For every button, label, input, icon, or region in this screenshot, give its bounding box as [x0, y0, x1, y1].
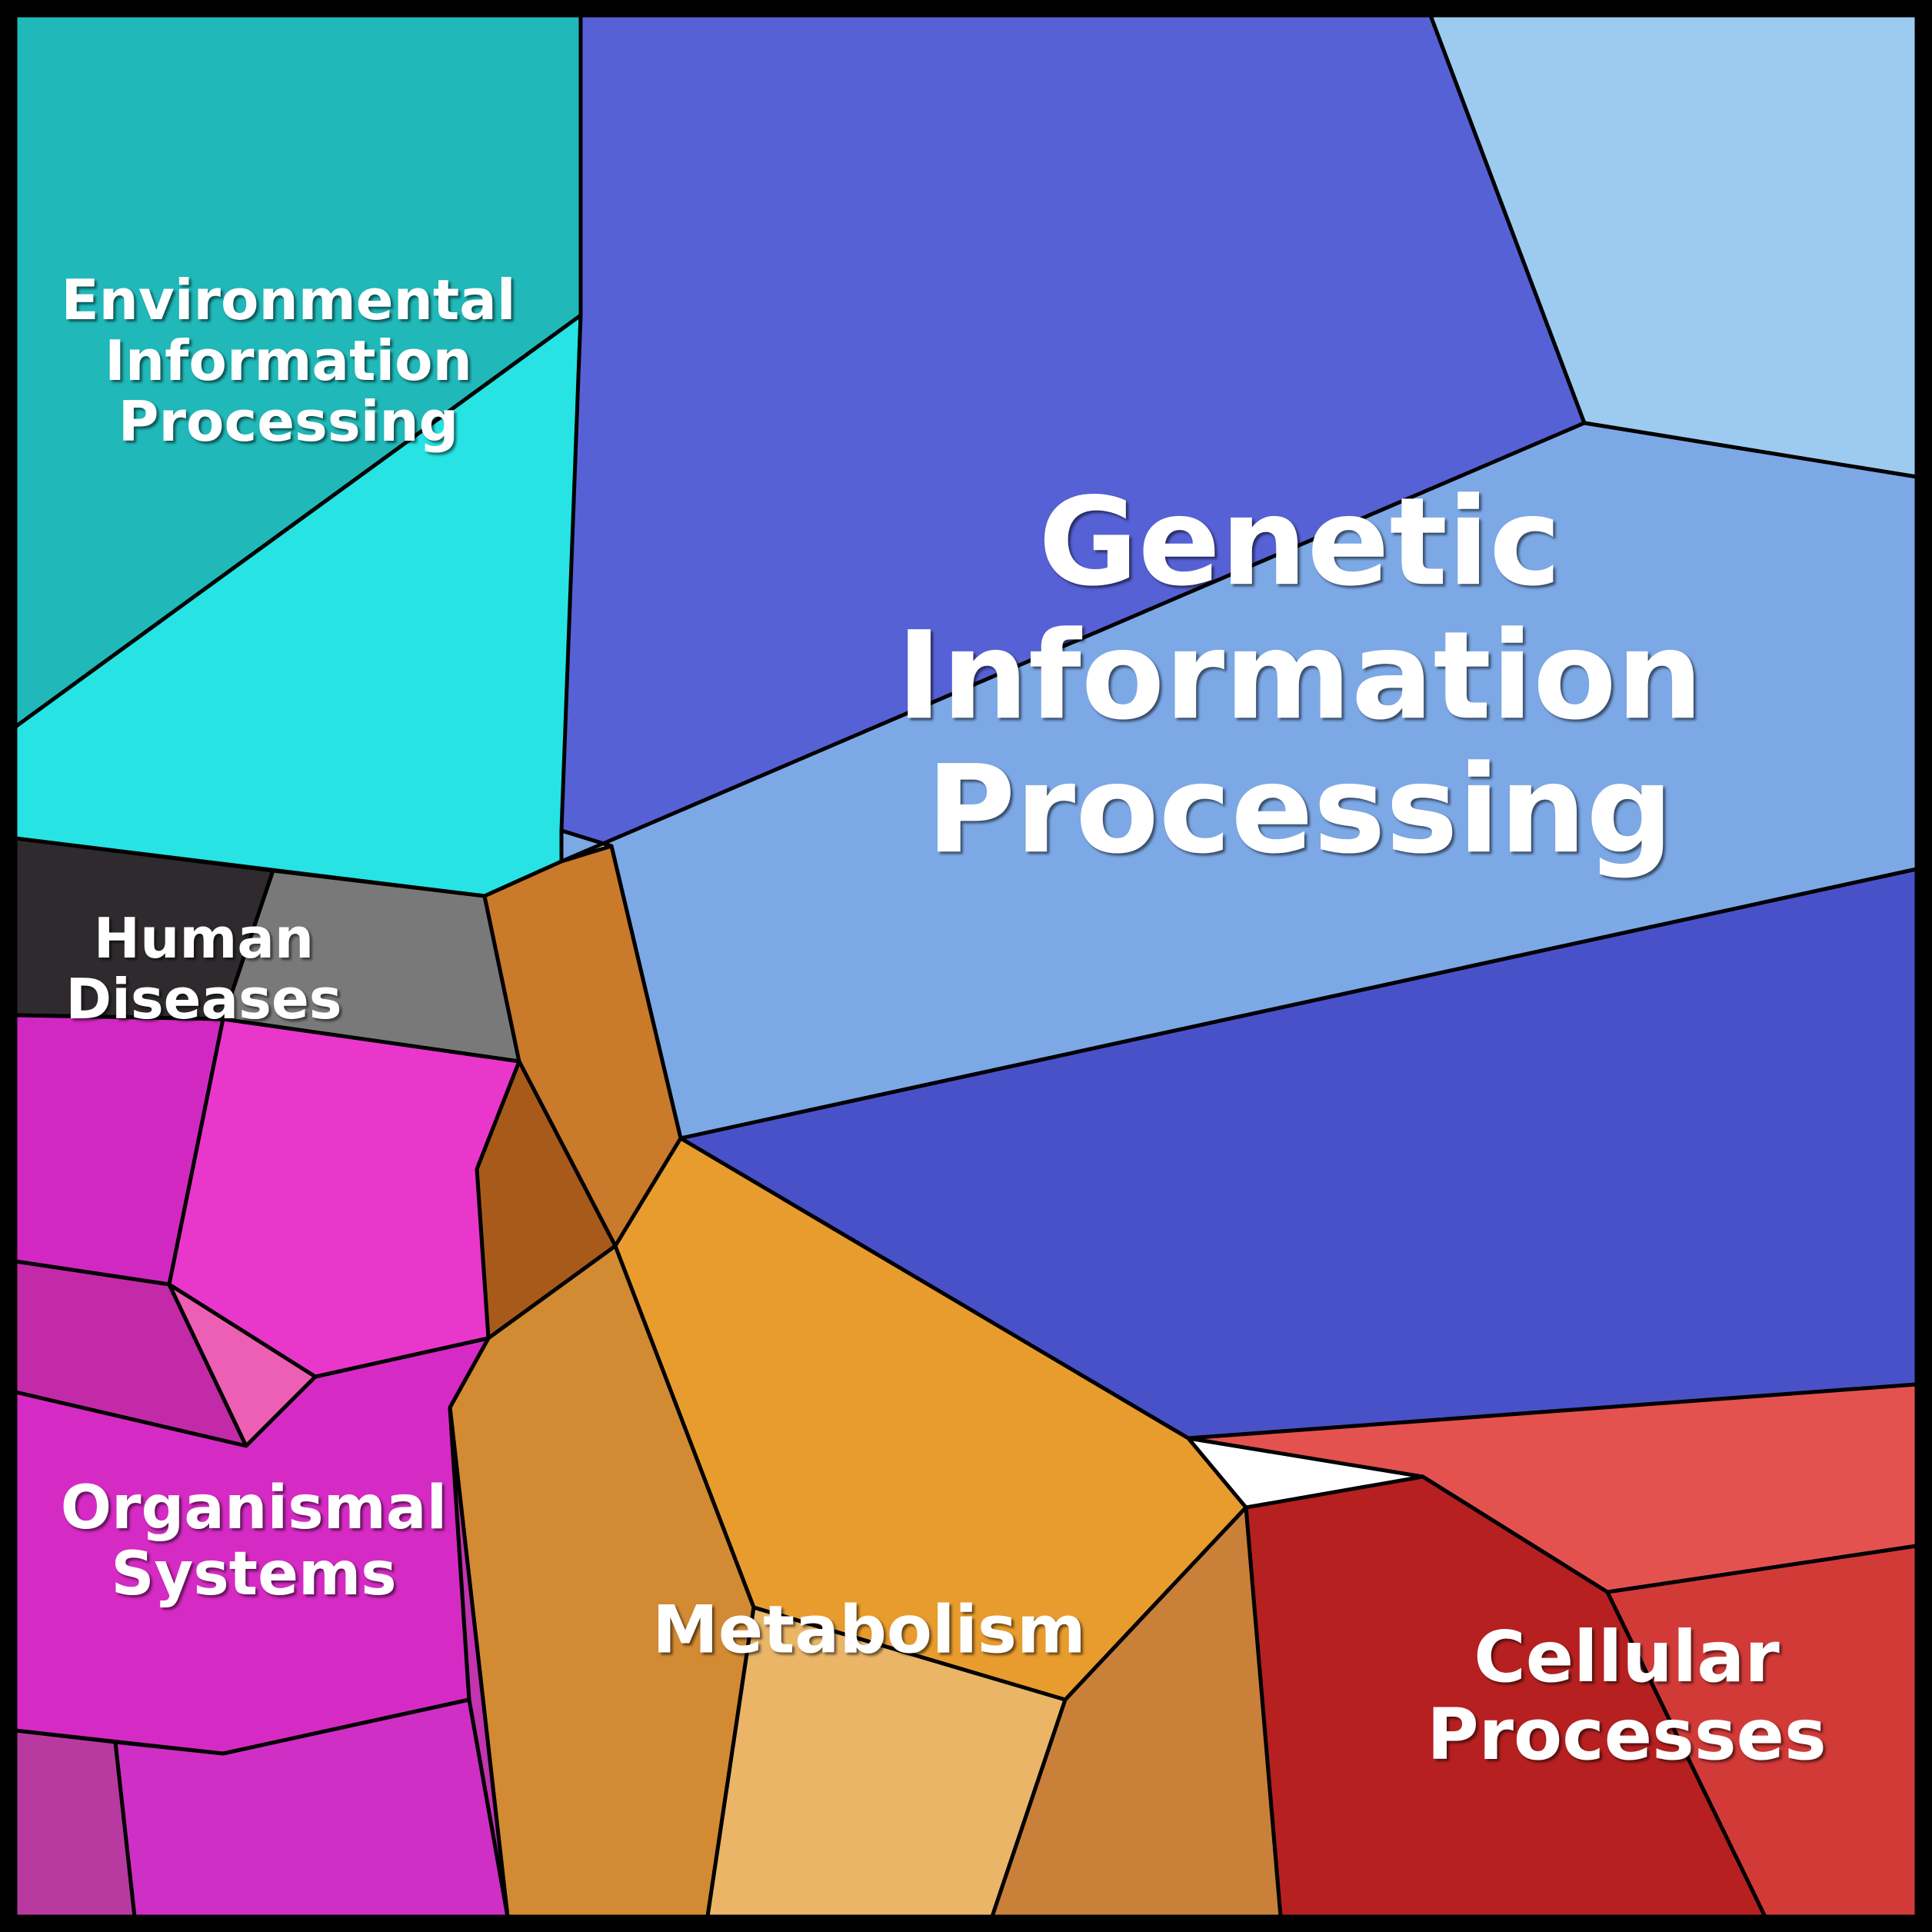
voronoi-treemap: Environmental Information ProcessingGene…	[0, 0, 1932, 1932]
treemap-svg	[0, 0, 1932, 1932]
